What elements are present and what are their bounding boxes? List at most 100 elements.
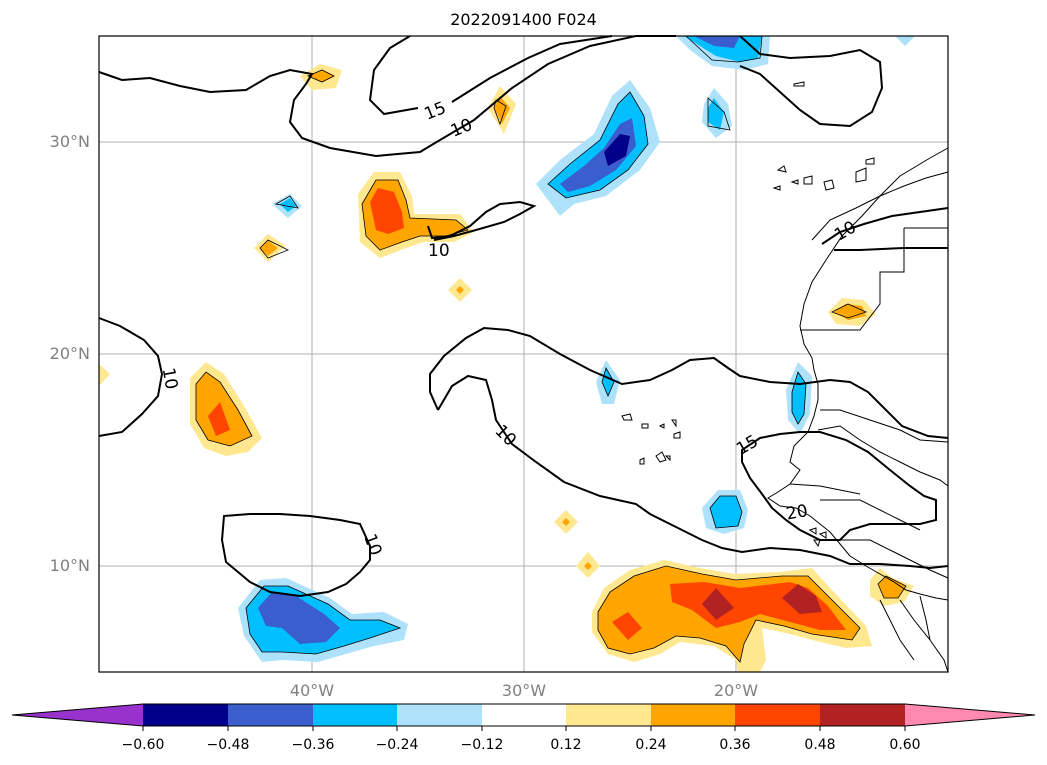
gridlines [99,36,948,672]
colorbar-max-extend [905,704,1035,726]
negative-anomaly-area [710,496,742,528]
anomaly-contour [306,69,335,83]
colorbar [11,703,1036,731]
positive-anomaly-area [782,584,822,614]
contour-labels: 15 10 10 10 10 10 15 10 20 [158,98,860,558]
contour-line [368,35,419,116]
contour-line [739,35,884,128]
contour-label: 10 [158,366,181,391]
lon-label-20w: 20°W [713,681,759,700]
contour-label: 15 [422,98,450,125]
border-line [879,599,915,661]
contour-label: 20 [785,501,810,524]
colorbar-tick-label: 0.24 [635,737,667,753]
anomaly-contour [831,303,868,319]
colorbar-swatch [566,704,651,726]
negative-anomaly-area [684,36,762,62]
colorbar-tick-label: −0.48 [206,737,250,753]
negative-anomaly-area [708,98,724,130]
contour-line [829,379,949,439]
border-line [919,595,931,641]
anomaly-contour [547,91,649,199]
negative-anomaly-area [280,198,296,212]
positive-anomaly-area [196,372,252,446]
anomaly-contour [707,97,731,131]
contour-line [834,247,948,251]
contour-line [98,317,164,437]
colorbar-swatch [397,704,482,726]
anomaly-contour [274,195,299,209]
contour-label: 10 [359,531,385,558]
negative-anomaly-area [548,92,648,198]
border-line [820,409,949,443]
anomaly-contour [597,565,861,663]
border-line [800,227,948,331]
contour-line [451,35,613,103]
contour-label: 15 [733,431,762,459]
anomaly-contour [709,495,743,529]
anomaly-contour [601,366,615,398]
negative-anomaly-area [560,118,636,192]
negative-anomaly-area [792,372,806,424]
negative-anomaly-area [604,134,630,166]
contour-line [437,374,949,570]
contour-line [220,513,371,598]
positive-anomaly-area [702,588,734,620]
colorbar-tick-label: −0.60 [121,737,165,753]
negative-anomaly-area [895,36,915,46]
contour-label: 10 [831,217,860,245]
lat-label-20n: 20°N [49,344,90,363]
bijagos-islands [808,527,827,548]
colorbar-swatch [735,704,820,726]
lon-label-40w: 40°W [289,681,335,700]
coastlines [621,81,949,673]
colorbar-tick-label: 0.60 [889,737,921,753]
anomaly-contour [685,35,763,63]
lat-label-30n: 30°N [49,132,90,151]
contour-label: 10 [428,241,450,261]
positive-anomaly-area [208,402,230,436]
negative-anomaly-area [694,36,740,48]
contour-line [427,200,537,241]
colorbar-tick-label: 0.12 [550,737,582,753]
lat-label-10n: 10°N [49,556,90,575]
contour-line [429,326,831,411]
contour-line [741,431,937,541]
contour-label: 10 [448,115,476,142]
positive-anomaly-area [584,562,592,570]
positive-anomaly-area [494,96,510,124]
canary-islands [772,157,875,191]
colorbar-swatch [143,704,228,726]
colorbar-tick-label: 0.48 [804,737,836,753]
anomaly-contour [259,239,289,259]
colorbar-min-extend [12,704,143,726]
positive-anomaly-area [878,576,906,598]
anomaly-contour [195,371,253,447]
anomaly-contour [245,585,402,655]
colorbar-tick-label: −0.12 [460,737,504,753]
lon-label-30w: 30°W [501,681,547,700]
cape-verde-islands [621,413,681,465]
positive-anomaly-area [99,364,110,386]
colorbar-tick-label: −0.24 [375,737,419,753]
border-line [817,425,949,487]
colorbar-swatch [313,704,397,726]
colorbar-tick-label: −0.36 [291,737,335,753]
anomaly-contour [493,99,507,126]
positive-anomaly-area [612,612,642,640]
colorbar-swatch [820,704,905,726]
thick-contours [98,35,949,598]
colorbar-tick-label: 0.36 [719,737,751,753]
africa-coastline [767,147,949,601]
colorbar-swatch [482,704,566,726]
colorbar-swatch [651,704,735,726]
anomaly-contour [361,179,469,251]
border-line [811,171,949,241]
border-line [836,539,949,579]
negative-anomaly-area [258,592,340,644]
contour-line [821,207,949,245]
positive-anomaly-area [456,286,464,294]
contour-line [98,68,441,158]
anomaly-contour [791,371,807,425]
